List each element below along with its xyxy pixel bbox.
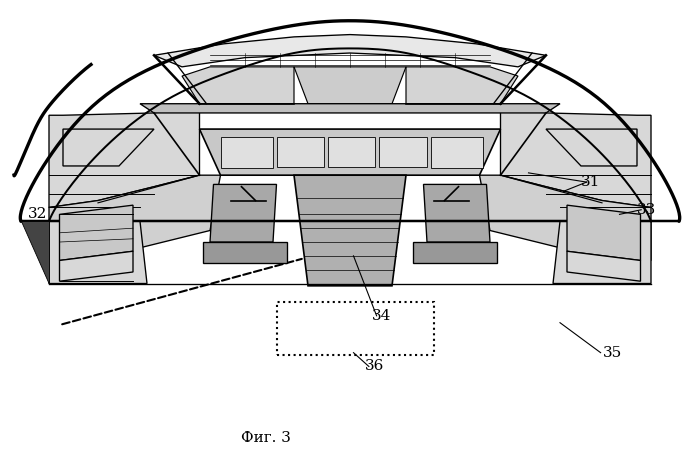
FancyBboxPatch shape (220, 137, 273, 168)
Polygon shape (567, 205, 640, 260)
Polygon shape (60, 205, 133, 260)
Text: Фиг. 3: Фиг. 3 (241, 431, 291, 445)
Polygon shape (567, 251, 640, 281)
Text: 34: 34 (372, 309, 391, 323)
Text: 31: 31 (580, 175, 600, 189)
Polygon shape (500, 104, 651, 207)
Polygon shape (413, 242, 497, 263)
Polygon shape (406, 67, 518, 104)
Polygon shape (154, 35, 546, 67)
Polygon shape (553, 221, 651, 284)
Polygon shape (546, 129, 637, 166)
Text: 33: 33 (637, 203, 657, 217)
Polygon shape (203, 242, 287, 263)
Polygon shape (480, 175, 651, 260)
Polygon shape (63, 129, 154, 166)
Bar (276, 302, 434, 355)
Polygon shape (21, 221, 49, 284)
Polygon shape (294, 175, 406, 286)
Polygon shape (49, 221, 147, 284)
Polygon shape (60, 251, 133, 281)
FancyBboxPatch shape (430, 137, 483, 168)
Polygon shape (140, 104, 560, 113)
FancyBboxPatch shape (328, 137, 375, 167)
Polygon shape (182, 67, 294, 104)
FancyBboxPatch shape (379, 137, 427, 167)
FancyBboxPatch shape (276, 137, 324, 167)
Polygon shape (199, 129, 500, 175)
Text: 35: 35 (603, 346, 622, 360)
Text: 32: 32 (27, 207, 47, 221)
Polygon shape (49, 175, 220, 260)
Polygon shape (210, 184, 276, 242)
Text: 36: 36 (365, 360, 384, 373)
Polygon shape (424, 184, 490, 242)
Polygon shape (294, 67, 406, 104)
Polygon shape (49, 104, 199, 207)
